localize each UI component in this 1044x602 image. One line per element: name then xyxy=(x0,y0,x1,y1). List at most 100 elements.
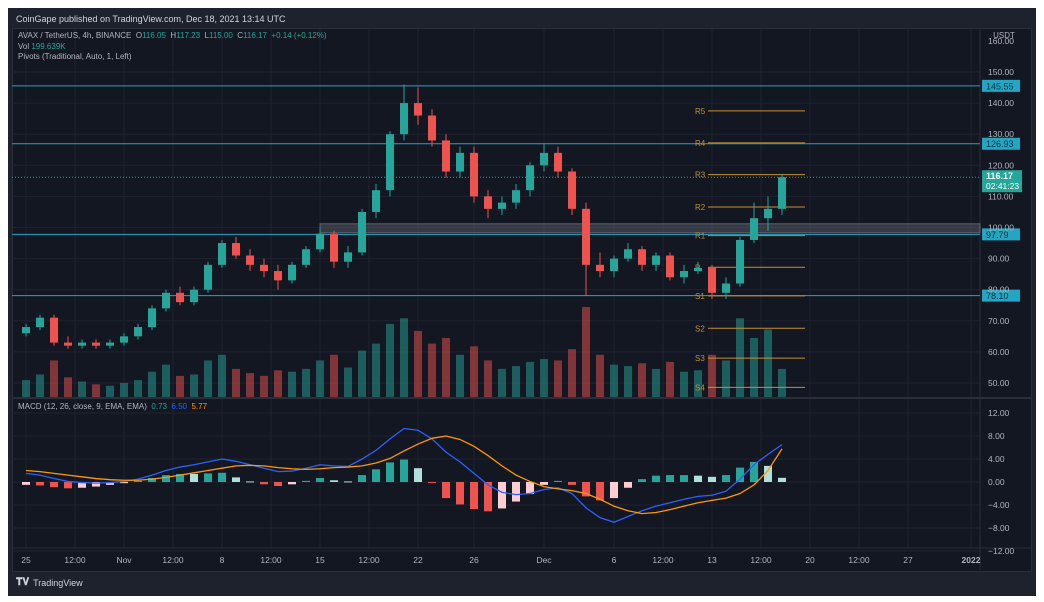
macd-signal-value: 5.77 xyxy=(191,402,208,411)
candle-body xyxy=(400,103,408,135)
volume-bar xyxy=(106,385,114,397)
candle-body xyxy=(596,264,604,272)
level-price-label: 97.79 xyxy=(986,230,1009,240)
candle-body xyxy=(78,342,86,346)
pivot-label: R5 xyxy=(695,107,706,116)
symbol-name[interactable]: AVAX / TetherUS, 4h, BINANCE xyxy=(18,31,132,40)
candle-body xyxy=(582,208,590,265)
time-tick-label: 22 xyxy=(413,555,423,565)
macd-indicator-label[interactable]: MACD (12, 26, close, 9, EMA, EMA) xyxy=(18,402,147,411)
candle-body xyxy=(750,218,758,240)
macd-histogram-bar xyxy=(274,482,282,487)
volume-bar xyxy=(204,360,212,397)
macd-histogram-bar xyxy=(204,473,212,482)
price-tick-label: 110.00 xyxy=(988,191,1014,201)
price-tick-label: 150.00 xyxy=(988,67,1014,77)
time-tick-label: 12:00 xyxy=(750,555,772,565)
macd-histogram-bar xyxy=(50,482,58,488)
candle-body xyxy=(190,289,198,303)
candle-body xyxy=(442,140,450,172)
macd-tick-label: −12.00 xyxy=(988,546,1015,556)
candle-body xyxy=(484,196,492,209)
volume-bar xyxy=(568,349,576,397)
candle-body xyxy=(302,249,310,265)
volume-bar xyxy=(274,370,282,397)
macd-histogram-bar xyxy=(582,482,590,497)
pivots-indicator-label[interactable]: Pivots (Traditional, Auto, 1, Left) xyxy=(18,52,132,61)
pivot-label: S4 xyxy=(695,383,705,392)
macd-histogram-bar xyxy=(302,480,310,482)
price-tick-label: 90.00 xyxy=(988,254,1010,264)
candle-body xyxy=(232,243,240,256)
time-tick-label: 25 xyxy=(21,555,31,565)
volume-label[interactable]: Vol xyxy=(18,41,30,51)
macd-histogram-bar xyxy=(638,479,646,482)
price-tick-label: 50.00 xyxy=(988,378,1010,388)
candle-body xyxy=(456,152,464,172)
level-price-tag xyxy=(982,79,1020,92)
macd-legend: MACD (12, 26, close, 9, EMA, EMA) 0.73 6… xyxy=(18,402,207,411)
volume-bar xyxy=(470,346,478,397)
macd-histogram-bar xyxy=(106,482,114,485)
macd-histogram-bar xyxy=(484,482,492,512)
macd-histogram-bar xyxy=(414,468,422,482)
volume-bar xyxy=(638,363,646,397)
chart-container[interactable]: 145.55126.9397.7978.10R5R4R3R2R1PS1S2S3S… xyxy=(12,28,1032,572)
symbol-legend: AVAX / TetherUS, 4h, BINANCE O116.05 H11… xyxy=(18,31,327,63)
volume-bar xyxy=(358,350,366,397)
open-label: O xyxy=(135,31,143,40)
macd-histogram-bar xyxy=(568,482,576,485)
tradingview-logo-icon: 𝐓𝐕 xyxy=(16,577,30,588)
volume-bar xyxy=(92,384,100,397)
candle-body xyxy=(652,255,660,265)
volume-bar xyxy=(64,377,72,397)
price-tick-label: 60.00 xyxy=(988,347,1010,357)
volume-bar xyxy=(554,360,562,397)
macd-histogram-bar xyxy=(722,475,730,482)
volume-bar xyxy=(50,360,58,397)
time-tick-label: Nov xyxy=(116,555,132,565)
macd-tick-label: −8.00 xyxy=(988,523,1010,533)
volume-bar xyxy=(722,360,730,397)
macd-tick-label: 0.00 xyxy=(988,477,1005,487)
candle-body xyxy=(344,252,352,262)
change-value: +0.14 (+0.12%) xyxy=(271,31,327,40)
footer: 𝐓𝐕 TradingView xyxy=(16,577,83,588)
chart-svg[interactable]: 145.55126.9397.7978.10R5R4R3R2R1PS1S2S3S… xyxy=(12,28,1032,572)
time-tick-label: 12:00 xyxy=(848,555,870,565)
macd-line-value: 6.50 xyxy=(171,402,187,411)
volume-bar xyxy=(456,354,464,397)
macd-histogram-bar xyxy=(260,482,268,485)
pivot-label: S1 xyxy=(695,292,705,301)
macd-tick-label: 8.00 xyxy=(988,431,1005,441)
macd-histogram-bar xyxy=(330,480,338,482)
time-tick-label: 12:00 xyxy=(652,555,674,565)
volume-bar xyxy=(778,368,786,397)
price-tick-label-partial: 160.00 xyxy=(988,36,1014,46)
macd-histogram-bar xyxy=(148,477,156,482)
candle-body xyxy=(218,243,226,265)
macd-histogram-bar xyxy=(344,481,352,483)
time-tick-label: 27 xyxy=(903,555,913,565)
candle-body xyxy=(554,152,562,172)
candle-body xyxy=(288,264,296,281)
time-tick-label: Dec xyxy=(536,555,552,565)
volume-bar xyxy=(652,368,660,397)
pivot-label: R1 xyxy=(695,232,706,241)
candle-body xyxy=(708,267,716,293)
volume-bar xyxy=(162,364,170,397)
pivot-label: S2 xyxy=(695,324,705,333)
volume-bar xyxy=(246,373,254,397)
low-value: 115.00 xyxy=(208,31,233,40)
time-tick-label: 8 xyxy=(220,555,225,565)
volume-bar xyxy=(526,361,534,397)
volume-bar xyxy=(610,364,618,397)
candle-body xyxy=(540,152,548,166)
level-price-tag xyxy=(982,228,1020,241)
time-tick-label: 12:00 xyxy=(260,555,282,565)
volume-bar xyxy=(624,366,632,397)
volume-bar xyxy=(36,374,44,397)
volume-bar xyxy=(540,359,548,397)
volume-bar xyxy=(232,368,240,397)
volume-bar xyxy=(680,371,688,397)
